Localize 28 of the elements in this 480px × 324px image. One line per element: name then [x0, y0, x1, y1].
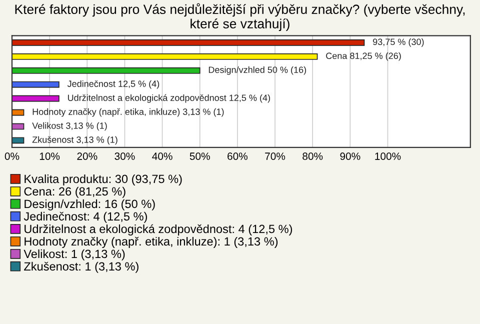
legend-label: Zkušenost: 1 (3,13 %) [24, 262, 138, 273]
x-tick-label: 50% [190, 152, 210, 160]
x-tick-label: 10% [40, 152, 60, 160]
legend-label: Udržitelnost a ekologická zodpovědnost: 4 (12,5 %) [24, 224, 292, 236]
data-label: 93,75 % (30) [373, 38, 424, 47]
data-label: Cena 81,25 % (26) [326, 52, 401, 61]
x-tick-label: 80% [302, 152, 323, 160]
legend-label: Cena: 26 (81,25 %) [24, 186, 126, 198]
legend-label: Jedinečnost: 4 (12,5 %) [24, 212, 147, 223]
chart-title: Které faktory jsou pro Vás nejdůležitější při výběru značky? (vyberte všechny, které se vztahují) [15, 3, 465, 32]
x-tick-label: 90% [340, 152, 360, 160]
x-tick-label: 0% [4, 152, 20, 160]
legend-label: Velikost: 1 (3,13 %) [24, 249, 125, 260]
x-tick-label: 40% [152, 152, 172, 160]
data-label: Design/vzhled 50 % (16) [208, 66, 306, 75]
x-tick-label: 100% [375, 152, 401, 160]
legend-label: Hodnoty značky (např. etika, inkluze): 1 (3,13 %) [24, 236, 278, 248]
data-label: Velikost 3,13 % (1) [32, 122, 107, 131]
data-label: Udržitelnost a ekologická zodpovědnost 12,5 % (4) [68, 94, 270, 103]
data-label: Jedinečnost 12,5 % (4) [67, 80, 160, 89]
legend-label: Design/vzhled: 16 (50 %) [24, 199, 155, 210]
x-tick-label: 20% [77, 152, 98, 160]
x-tick-label: 30% [114, 152, 135, 160]
x-tick-label: 60% [228, 152, 248, 160]
data-label: Zkušenost 3,13 % (1) [32, 136, 118, 145]
data-label: Hodnoty značky (např. etika, inkluze) 3,13 % (1) [32, 108, 224, 117]
x-tick-label: 70% [265, 152, 286, 160]
legend-label: Kvalita produktu: 30 (93,75 %) [24, 174, 182, 186]
